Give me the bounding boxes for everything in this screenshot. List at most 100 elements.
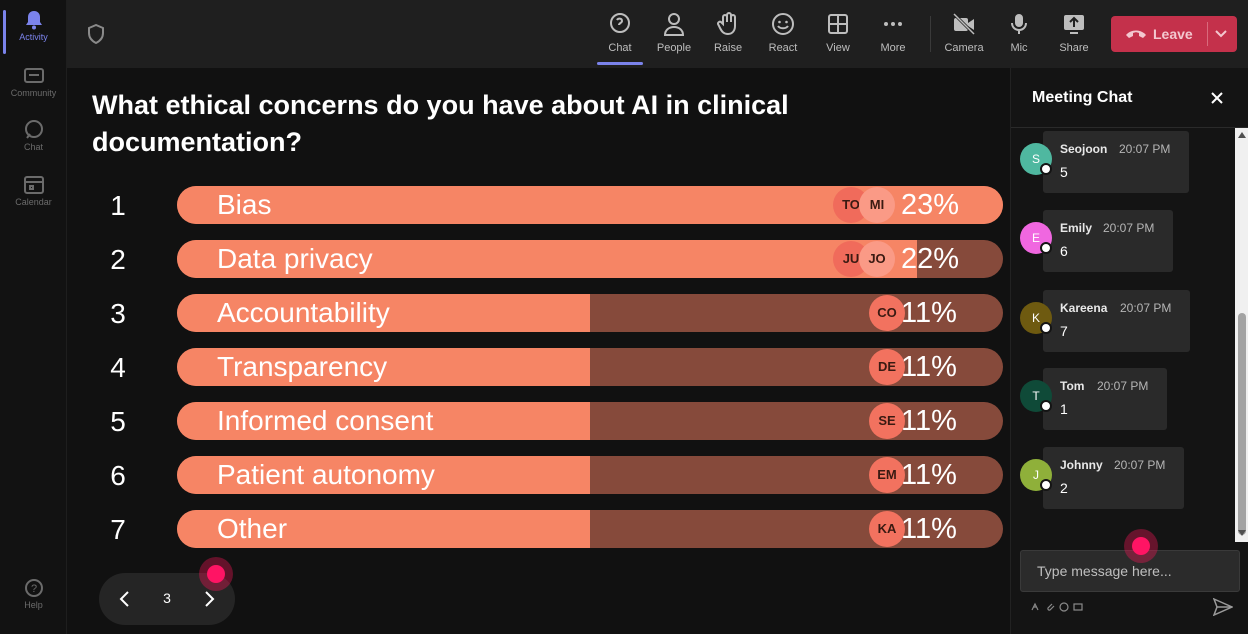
voter-avatar: EM [869, 457, 905, 493]
result-bar [177, 402, 1003, 440]
rail-item-chat[interactable]: Chat [0, 120, 67, 152]
close-icon[interactable] [1209, 90, 1225, 106]
option-label: Data privacy [217, 243, 373, 274]
option-number: 7 [110, 514, 126, 545]
grid-icon [828, 14, 848, 34]
send-icon[interactable] [1213, 598, 1233, 616]
share-icon [1064, 15, 1084, 34]
pointer-indicator [199, 557, 233, 591]
attach-icon[interactable] [1045, 602, 1055, 612]
message-bubble: Johnny 20:07 PM 2 [1043, 447, 1184, 509]
sender-name: Tom [1060, 379, 1085, 393]
scrollbar-thumb[interactable] [1238, 313, 1246, 535]
voter-avatar: DE [869, 349, 905, 385]
result-bar-fill [177, 294, 590, 332]
pointer-indicator [1124, 529, 1158, 563]
chat-messages[interactable]: Seojoon 20:07 PM 5 S Emily 20:07 PM 6 E … [1011, 128, 1235, 542]
message-bubble: Emily 20:07 PM 6 [1043, 210, 1173, 272]
emoji-icon[interactable] [1059, 602, 1069, 612]
voter-avatar: CO [869, 295, 905, 331]
tool-view[interactable]: View [813, 12, 863, 54]
avatar-initial: K [1031, 311, 1040, 325]
message-bubble: Tom 20:07 PM 1 [1043, 368, 1167, 430]
avatar[interactable]: S [1020, 143, 1052, 175]
poll-option-row[interactable]: 5 Informed consent SE 11% [67, 402, 1010, 440]
poll-option-row[interactable]: 4 Transparency DE 11% [67, 348, 1010, 386]
option-percent: 11% [901, 405, 957, 437]
result-bar [177, 294, 1003, 332]
result-bar-fill [177, 510, 590, 548]
scroll-down-icon[interactable] [1238, 530, 1246, 536]
chat-message[interactable]: Johnny 20:07 PM 2 J [1011, 444, 1235, 509]
chat-message[interactable]: Seojoon 20:07 PM 5 S [1011, 128, 1235, 193]
voter-avatar: MI [859, 187, 895, 223]
tool-label: View [826, 42, 850, 54]
option-label: Informed consent [217, 405, 434, 436]
scroll-up-icon[interactable] [1238, 132, 1246, 138]
rail-item-activity[interactable]: Activity [0, 10, 67, 54]
message-bubble: Seojoon 20:07 PM 5 [1043, 131, 1189, 193]
chat-message[interactable]: Tom 20:07 PM 1 T [1011, 365, 1235, 430]
option-percent: 11% [901, 297, 957, 329]
message-time: 20:07 PM [1120, 301, 1172, 315]
poll-option-row[interactable]: 6 Patient autonomy EM 11% [67, 456, 1010, 494]
result-bar [177, 510, 1003, 548]
option-number: 5 [110, 406, 126, 437]
tool-raise[interactable]: Raise [703, 12, 753, 54]
chevron-down-icon[interactable] [1213, 27, 1229, 41]
avatar[interactable]: T [1020, 380, 1052, 412]
option-number: 1 [110, 190, 126, 221]
message-text: 6 [1060, 243, 1068, 259]
format-icon[interactable] [1031, 602, 1041, 612]
sender-name: Seojoon [1060, 142, 1108, 156]
presence-dot [1040, 322, 1052, 334]
poll-option-row[interactable]: 2 Data privacy JU JO 22% [67, 240, 1010, 278]
chat-scrollbar[interactable] [1235, 128, 1248, 542]
chat-icon [610, 13, 630, 33]
option-percent: 11% [901, 513, 957, 545]
shield-icon[interactable] [87, 24, 105, 44]
meeting-chat-panel: Meeting Chat Seojoon 20:07 PM 5 S Emily … [1010, 68, 1248, 634]
option-percent: 22% [901, 243, 960, 275]
presence-dot [1040, 242, 1052, 254]
tool-mic[interactable]: Mic [994, 12, 1044, 54]
chevron-right-icon[interactable] [199, 589, 219, 609]
poll-option-row[interactable]: 1 Bias TO MI 23% [67, 186, 1010, 224]
leave-label: Leave [1153, 26, 1193, 42]
camera-off-icon [952, 12, 976, 36]
rail-item-calendar[interactable]: Calendar [0, 175, 67, 207]
bell-icon [25, 11, 42, 30]
help-icon: ? [24, 579, 43, 597]
tool-share[interactable]: Share [1049, 12, 1099, 54]
avatar[interactable]: J [1020, 459, 1052, 491]
tool-chat[interactable]: Chat [595, 12, 645, 65]
tool-more[interactable]: More [868, 12, 918, 54]
smiley-icon [772, 13, 794, 35]
avatar[interactable]: K [1020, 302, 1052, 334]
tool-label: Camera [944, 42, 984, 54]
app-rail: Activity Community Chat Calendar ? Help [0, 0, 67, 634]
rail-item-community[interactable]: Community [0, 66, 67, 98]
tool-camera[interactable]: Camera [939, 12, 989, 54]
leave-separator [1207, 22, 1208, 46]
chat-title: Meeting Chat [1032, 89, 1133, 106]
poll-stage: What ethical concerns do you have about … [67, 68, 1010, 634]
tool-react[interactable]: React [758, 12, 808, 54]
option-percent: 23% [901, 189, 960, 221]
poll-option-row[interactable]: 3 Accountability CO 11% [67, 294, 1010, 332]
option-percent: 11% [901, 459, 957, 491]
option-percent: 11% [901, 351, 957, 383]
chat-message-input[interactable] [1020, 550, 1240, 592]
chat-message[interactable]: Kareena 20:07 PM 7 K [1011, 287, 1235, 352]
avatar[interactable]: E [1020, 222, 1052, 254]
poll-option-row[interactable]: 7 Other KA 11% [67, 510, 1010, 548]
chevron-left-icon[interactable] [115, 589, 135, 609]
calendar-icon [23, 176, 44, 194]
gif-icon[interactable] [1073, 602, 1083, 612]
tool-label: People [656, 42, 692, 54]
rail-item-help[interactable]: ? Help [0, 578, 67, 610]
tool-people[interactable]: People [649, 12, 699, 54]
chat-message[interactable]: Emily 20:07 PM 6 E [1011, 207, 1235, 272]
leave-button[interactable]: Leave [1111, 16, 1237, 52]
message-time: 20:07 PM [1103, 221, 1155, 235]
